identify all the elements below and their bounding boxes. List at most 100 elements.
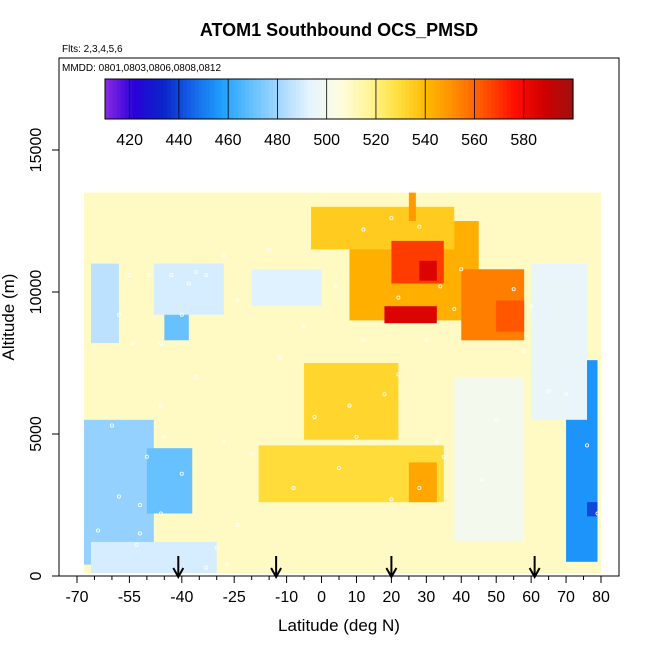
colorbar-cell — [518, 79, 523, 119]
colorbar-tick-label: 420 — [116, 132, 143, 149]
colorbar-cell — [413, 79, 418, 119]
colorbar-cell — [264, 79, 270, 119]
colorbar-cell — [296, 79, 301, 119]
sample-point — [137, 502, 142, 507]
colorbar-cell — [175, 79, 180, 119]
sample-point — [169, 272, 174, 277]
colorbar-cell — [475, 79, 480, 119]
colorbar-cell — [463, 79, 469, 119]
colorbar-cell — [155, 79, 161, 119]
sample-point — [235, 298, 240, 303]
colorbar-cell — [167, 79, 172, 119]
flight-arrow — [528, 556, 541, 580]
x-tick-label: -25 — [223, 589, 246, 606]
colorbar-cell — [389, 79, 395, 119]
x-tick-label: -40 — [170, 589, 193, 606]
heat-cell — [384, 306, 437, 324]
colorbar-cell — [545, 79, 551, 119]
sample-point — [585, 443, 590, 448]
colorbar-cell — [452, 79, 457, 119]
sample-point — [347, 403, 352, 408]
colorbar-tick-label: 440 — [166, 132, 193, 149]
sample-point — [137, 531, 142, 536]
heat-cell — [531, 263, 588, 420]
colorbar-cell — [534, 79, 539, 119]
sample-point — [546, 389, 551, 394]
colorbar-tick-label: 520 — [363, 132, 390, 149]
colorbar-cell — [292, 79, 297, 119]
colorbar-cell — [514, 79, 519, 119]
colorbar-frame — [104, 78, 574, 120]
colorbar-cell — [522, 79, 527, 119]
colorbar-cell — [424, 79, 430, 119]
sample-point — [564, 392, 569, 397]
y-axis: 0 5000 10000 15000 — [28, 128, 59, 580]
sample-point — [480, 477, 485, 482]
colorbar-cell — [323, 79, 328, 119]
sample-point — [214, 545, 219, 550]
sample-point — [336, 466, 341, 471]
sample-point — [459, 267, 464, 272]
colorbar-cell — [448, 79, 453, 119]
sample-point — [333, 284, 338, 289]
sample-point — [186, 281, 191, 286]
sample-point — [158, 341, 163, 346]
x-tick-label: 80 — [592, 589, 610, 606]
colorbar-cell — [436, 79, 441, 119]
colorbar-cell — [272, 79, 278, 119]
colorbar-cell — [233, 79, 239, 119]
flight-arrow — [172, 556, 185, 580]
sample-point — [511, 287, 516, 292]
heat-cell — [408, 192, 416, 221]
sample-point — [522, 349, 527, 354]
colorbar-cell — [561, 79, 566, 119]
colorbar-cell — [159, 79, 165, 119]
sample-point — [179, 471, 184, 476]
colorbar-cell — [288, 79, 293, 119]
sample-point — [144, 454, 149, 459]
y-tick-label: 15000 — [28, 128, 45, 173]
colorbar-cell — [183, 79, 188, 119]
sample-point — [441, 454, 446, 459]
colorbar-cell — [428, 79, 434, 119]
sample-point — [179, 312, 184, 317]
chart-title: ATOM1 Southbound OCS_PMSD — [200, 20, 478, 40]
colorbar-cell — [222, 79, 227, 119]
sample-point — [109, 423, 114, 428]
sample-point — [302, 324, 307, 329]
x-tick-label: -70 — [65, 589, 88, 606]
colorbar-cell — [132, 79, 137, 119]
x-tick-label: 50 — [487, 589, 505, 606]
colorbar-cell — [393, 79, 399, 119]
colorbar-cell — [417, 79, 422, 119]
colorbar-cell — [405, 79, 410, 119]
colorbar-cell — [401, 79, 406, 119]
colorbar-cell — [467, 79, 473, 119]
colorbar-cell — [483, 79, 488, 119]
sample-point — [193, 375, 198, 380]
heat-cell — [587, 502, 598, 517]
colorbar-cell — [268, 79, 274, 119]
colorbar-cell — [284, 79, 289, 119]
colorbar-cell — [144, 79, 149, 119]
x-tick-label: 60 — [522, 589, 540, 606]
sample-point — [225, 562, 230, 567]
colorbar-cell — [116, 79, 122, 119]
heat-cell — [90, 263, 119, 344]
x-tick-label: 70 — [557, 589, 575, 606]
colorbar-cell — [378, 79, 383, 119]
sample-point — [417, 224, 422, 229]
sample-point — [204, 272, 209, 277]
x-tick-label: -10 — [275, 589, 298, 606]
heat-cell — [251, 269, 322, 307]
colorbar-cell — [510, 79, 516, 119]
colorbar-cell — [459, 79, 465, 119]
colorbar-cell — [190, 79, 196, 119]
colorbar-cell — [440, 79, 445, 119]
flights-label: Flts: 2,3,4,5,6 — [62, 44, 123, 55]
colorbar-cell — [105, 79, 110, 119]
arrow-head — [172, 567, 185, 580]
sample-point — [277, 355, 282, 360]
sample-point — [595, 511, 600, 516]
